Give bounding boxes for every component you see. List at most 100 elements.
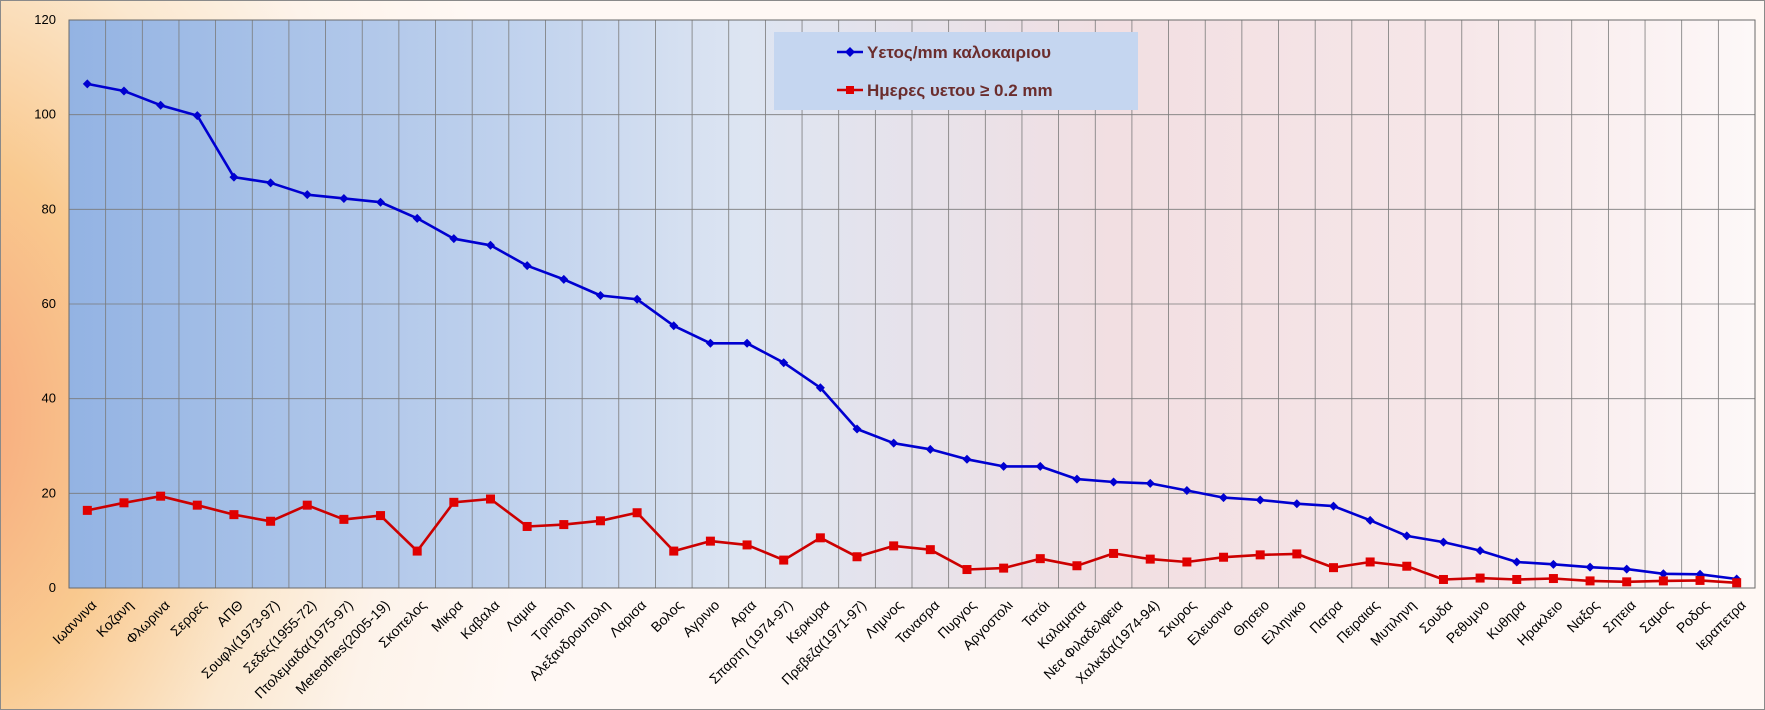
- data-point-days: [1402, 561, 1412, 571]
- data-point-rain: [449, 234, 459, 244]
- x-tick-label: Ιωαννινα: [49, 597, 99, 647]
- data-point-days: [1109, 548, 1119, 558]
- data-point-rain: [1438, 537, 1448, 547]
- data-point-days: [1072, 561, 1082, 571]
- x-tick-label: Τατόι: [1019, 597, 1053, 631]
- data-point-rain: [1072, 474, 1082, 484]
- data-point-days: [889, 541, 899, 551]
- data-point-days: [486, 494, 495, 504]
- data-point-days: [266, 516, 276, 526]
- data-point-rain: [266, 178, 276, 188]
- y-tick-label: 60: [42, 296, 56, 311]
- data-point-rain: [339, 193, 349, 203]
- data-point-days: [376, 511, 386, 521]
- data-point-days: [1219, 552, 1229, 562]
- data-point-days: [192, 500, 202, 510]
- data-point-rain: [1658, 569, 1668, 579]
- y-tick-label: 100: [34, 107, 56, 122]
- data-point-days: [559, 520, 569, 530]
- data-point-days: [1292, 549, 1302, 559]
- legend-marker-rain: [845, 47, 855, 57]
- data-point-rain: [962, 454, 972, 464]
- data-point-days: [1585, 576, 1595, 586]
- legend-label-days: Ημερες υετου ≥ 0.2 mm: [867, 81, 1053, 100]
- data-point-days: [999, 563, 1009, 573]
- data-point-days: [1548, 574, 1558, 584]
- data-point-rain: [925, 444, 935, 454]
- data-point-rain: [1585, 562, 1595, 572]
- series-line-1: [87, 494, 1737, 585]
- data-point-rain: [889, 438, 899, 448]
- gridlines: [68, 19, 1756, 589]
- data-point-days: [595, 516, 605, 526]
- data-point-rain: [412, 213, 422, 223]
- data-point-days: [742, 540, 752, 550]
- data-point-days: [669, 546, 679, 556]
- data-point-rain: [119, 86, 129, 96]
- data-point-rain: [595, 290, 605, 300]
- data-point-days: [925, 545, 935, 555]
- data-point-rain: [1365, 515, 1375, 525]
- data-point-rain: [705, 338, 715, 348]
- data-point-days: [632, 508, 642, 518]
- data-point-rain: [1219, 493, 1229, 503]
- legend-box: [774, 32, 1138, 110]
- legend-label-rain: Υετος/mm καλοκαιριου: [867, 43, 1051, 62]
- data-point-rain: [1548, 559, 1558, 569]
- data-point-days: [522, 521, 532, 531]
- data-point-days: [779, 555, 789, 565]
- data-point-days: [82, 505, 92, 515]
- y-tick-label: 40: [42, 391, 56, 406]
- data-point-rain: [1255, 495, 1265, 505]
- data-point-rain: [229, 172, 239, 182]
- data-point-rain: [852, 424, 862, 434]
- data-point-rain: [999, 461, 1009, 471]
- series-group: [82, 79, 1742, 588]
- data-point-rain: [815, 383, 825, 393]
- data-point-rain: [522, 261, 532, 271]
- data-point-rain: [302, 190, 312, 200]
- y-tick-label: 20: [42, 485, 56, 500]
- plot-border: [68, 19, 1756, 589]
- data-point-days: [852, 552, 862, 562]
- x-tick-label: Καβαλα: [457, 597, 502, 642]
- data-point-days: [1512, 574, 1522, 584]
- data-point-days: [449, 497, 459, 507]
- y-tick-label: 120: [34, 12, 56, 27]
- data-point-days: [1695, 575, 1705, 585]
- data-point-rain: [82, 79, 92, 89]
- legend-marker-days: [846, 86, 854, 94]
- y-tick-label: 80: [42, 201, 56, 216]
- data-point-rain: [779, 358, 789, 368]
- data-point-rain: [1182, 485, 1192, 495]
- data-point-days: [156, 491, 166, 501]
- legend: Υετος/mm καλοκαιριου Ημερες υετου ≥ 0.2 …: [774, 32, 1138, 110]
- data-point-rain: [1292, 499, 1302, 509]
- x-tick-label: Σαμος: [1636, 597, 1675, 636]
- data-point-rain: [669, 321, 679, 331]
- data-point-days: [412, 546, 422, 556]
- x-tick-label: Αγρινιο: [679, 597, 722, 640]
- data-point-rain: [376, 197, 386, 207]
- data-point-rain: [1475, 546, 1485, 556]
- data-point-days: [1365, 557, 1375, 567]
- data-point-days: [1329, 563, 1338, 573]
- data-point-rain: [156, 100, 166, 110]
- data-point-rain: [1402, 531, 1412, 541]
- data-point-days: [302, 500, 312, 510]
- data-point-days: [1035, 554, 1045, 564]
- data-point-days: [962, 565, 972, 575]
- data-point-days: [1622, 577, 1632, 587]
- data-point-rain: [1035, 461, 1045, 471]
- data-point-days: [1732, 578, 1742, 588]
- data-point-days: [1145, 554, 1155, 564]
- data-point-rain: [1512, 557, 1522, 567]
- data-point-days: [1182, 557, 1192, 567]
- data-point-rain: [1145, 478, 1155, 488]
- x-tick-label: Λαρισα: [606, 597, 649, 640]
- y-axis: 0 20 40 60 80 100 120: [34, 12, 56, 595]
- data-point-days: [815, 533, 825, 543]
